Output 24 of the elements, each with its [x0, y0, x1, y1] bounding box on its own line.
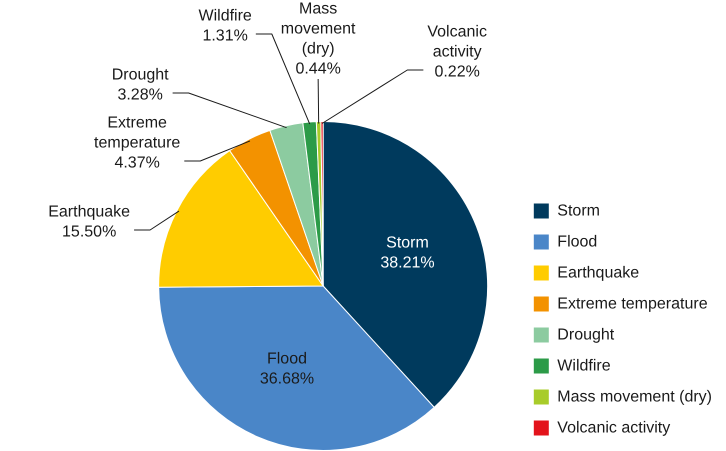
legend-label: Earthquake — [557, 264, 640, 282]
data-label: 38.21% — [380, 254, 435, 272]
data-label: 0.44% — [295, 60, 341, 78]
legend-label: Storm — [557, 202, 600, 220]
legend-label: Extreme temperature — [557, 295, 708, 312]
legend-label: Volcanic activity — [557, 419, 670, 436]
data-label: 36.68% — [260, 370, 314, 388]
data-label: 1.31% — [202, 27, 248, 44]
data-label: 4.37% — [114, 154, 160, 172]
data-label: 15.50% — [62, 223, 116, 240]
data-label: 0.22% — [434, 63, 480, 80]
data-label: 3.28% — [117, 86, 163, 104]
slice-label: Volcanic activity — [427, 23, 487, 60]
legend-label: Wildfire — [557, 357, 611, 374]
slice-label: Wildfire — [198, 7, 252, 24]
legend-label: Drought — [557, 326, 615, 344]
slice-label: Storm — [386, 234, 429, 252]
slice-label: Drought — [112, 66, 170, 84]
slice-label: Mass movement (dry) — [280, 0, 356, 58]
slice-label: Extreme temperature — [94, 114, 180, 152]
legend-label: Flood — [557, 233, 598, 250]
slice-label: Earthquake — [48, 203, 130, 220]
legend-label: Mass movement (dry) — [557, 388, 712, 406]
slice-label: Flood — [266, 350, 308, 368]
